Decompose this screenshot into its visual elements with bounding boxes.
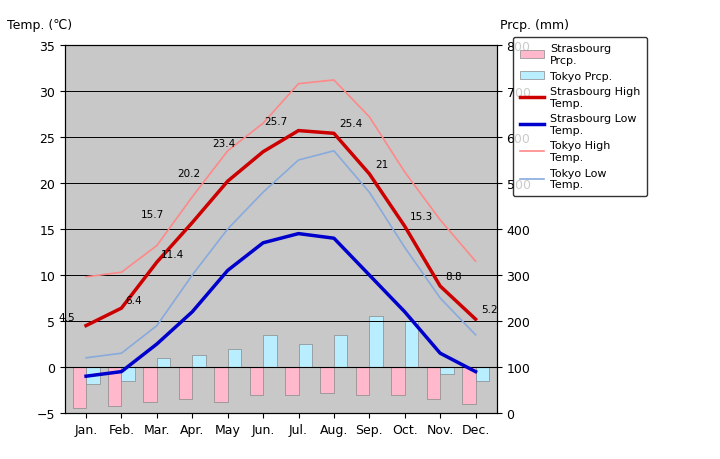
Text: 25.4: 25.4 (339, 119, 363, 129)
Bar (157, 358, 171, 367)
Bar (122, 367, 135, 381)
Bar (263, 335, 276, 367)
Bar (356, 367, 369, 395)
Text: 21: 21 (375, 160, 388, 169)
Text: 6.4: 6.4 (125, 295, 143, 305)
Text: 23.4: 23.4 (212, 139, 235, 149)
Bar (73, 367, 86, 409)
Bar (250, 367, 263, 395)
Bar (369, 317, 383, 367)
Bar (440, 367, 454, 375)
Text: 11.4: 11.4 (161, 249, 184, 259)
Text: Prcp. (mm): Prcp. (mm) (500, 19, 570, 32)
Bar (285, 367, 299, 395)
Bar (299, 344, 312, 367)
Bar (192, 355, 206, 367)
Bar (228, 349, 241, 367)
Bar (334, 335, 347, 367)
Bar (427, 367, 440, 399)
Bar (475, 367, 489, 381)
Bar (405, 321, 418, 367)
Bar (320, 367, 334, 393)
Text: 20.2: 20.2 (177, 168, 200, 178)
Bar (391, 367, 405, 395)
Text: 25.7: 25.7 (264, 117, 287, 126)
Bar (215, 367, 228, 402)
Bar (108, 367, 122, 406)
Bar (179, 367, 192, 399)
Bar (143, 367, 157, 402)
Text: 15.7: 15.7 (141, 210, 164, 219)
Legend: Strasbourg
Prcp., Tokyo Prcp., Strasbourg High
Temp., Strasbourg Low
Temp., Toky: Strasbourg Prcp., Tokyo Prcp., Strasbour… (513, 38, 647, 196)
Bar (86, 367, 99, 384)
Text: 8.8: 8.8 (446, 272, 462, 281)
Text: 4.5: 4.5 (58, 313, 75, 322)
Text: Temp. (℃): Temp. (℃) (7, 19, 72, 32)
Text: 15.3: 15.3 (410, 212, 433, 222)
Bar (462, 367, 475, 404)
Text: 5.2: 5.2 (481, 305, 498, 314)
